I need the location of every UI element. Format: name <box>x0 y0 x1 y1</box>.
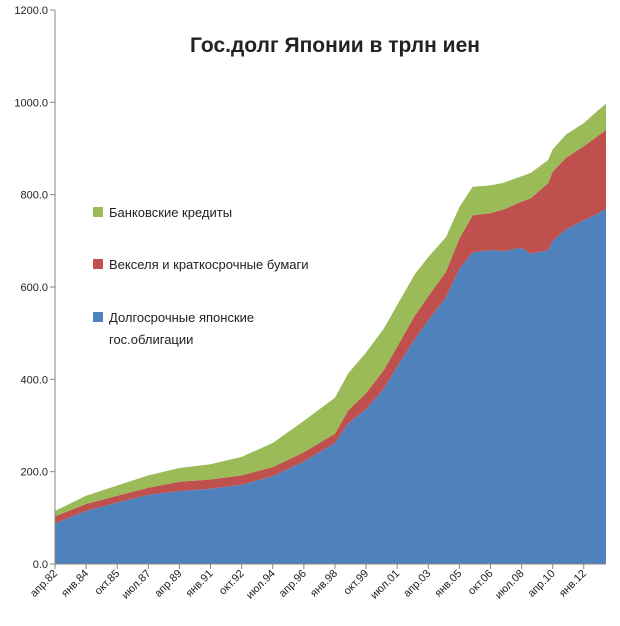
legend-label-1: Долгосрочные японские гос.облигации <box>109 310 254 347</box>
area-series-1 <box>55 208 606 564</box>
legend-label-2: Векселя и краткосрочные бумаги <box>109 257 309 272</box>
y-tick-label: 1000.0 <box>14 97 48 109</box>
y-tick-label: 1200.0 <box>14 5 48 17</box>
y-tick-label: 0.0 <box>33 559 48 571</box>
legend-swatch-2 <box>93 259 103 269</box>
y-tick-label: 800.0 <box>20 190 48 202</box>
legend-label-3: Банковские кредиты <box>109 205 232 220</box>
y-tick-label: 600.0 <box>20 282 48 294</box>
area-series-2 <box>55 130 606 524</box>
y-tick-label: 200.0 <box>20 467 48 479</box>
chart-title: Гос.долг Японии в трлн иен <box>190 34 480 57</box>
legend-swatch-1 <box>93 312 103 322</box>
y-axis-ticks: 0.0 200.0 400.0 600.0 800.0 1000.0 1200.0 <box>14 5 55 571</box>
legend-swatch-3 <box>93 207 103 217</box>
stacked-areas <box>55 103 606 564</box>
area-series-3 <box>55 103 606 517</box>
y-tick-label: 400.0 <box>20 374 48 386</box>
legend: Банковские кредиты Векселя и краткосрочны… <box>93 205 309 347</box>
